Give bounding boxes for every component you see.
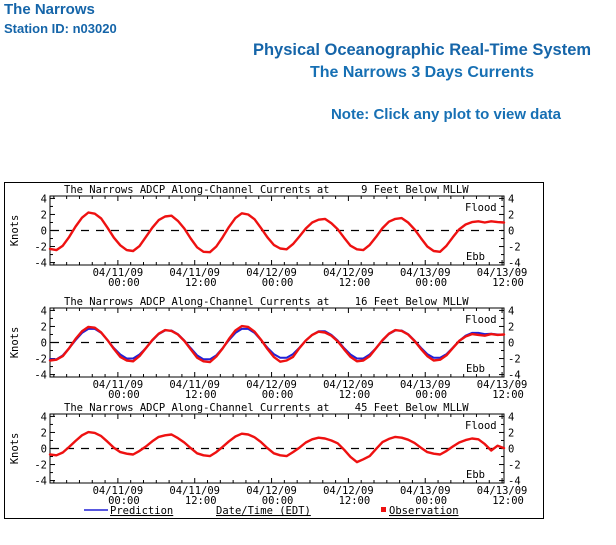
y-tick-label: -4 xyxy=(508,476,521,488)
x-time-label: 12:00 xyxy=(339,277,371,289)
x-time-label: 12:00 xyxy=(492,495,524,507)
y-tick-label: -2 xyxy=(508,354,521,366)
legend-prediction-label: Prediction xyxy=(110,505,173,517)
x-date-label: 04/12/09 xyxy=(323,267,374,279)
currents-figure: The Narrows ADCP Along-Channel Currents … xyxy=(4,182,544,519)
y-tick-label: 2 xyxy=(508,321,514,333)
y-tick-label: 2 xyxy=(41,321,47,333)
y-tick-label: 4 xyxy=(508,411,514,423)
station-id: Station ID: n03020 xyxy=(4,21,117,36)
plot-16ft-link[interactable] xyxy=(54,308,508,377)
x-time-label: 12:00 xyxy=(339,495,371,507)
y-tick-label: 2 xyxy=(41,427,47,439)
station-name: The Narrows xyxy=(4,1,95,18)
prediction-series xyxy=(49,327,505,361)
x-date-label: 04/13/09 xyxy=(400,267,451,279)
y-tick-label: 0 xyxy=(508,226,514,238)
x-time-label: 00:00 xyxy=(262,495,294,507)
flood-label: Flood xyxy=(465,420,497,432)
legend-axis-label: Date/Time (EDT) xyxy=(216,505,311,517)
ebb-label: Ebb xyxy=(466,469,485,481)
x-time-label: 12:00 xyxy=(492,389,524,401)
y-axis-label: Knots xyxy=(9,215,21,247)
y-tick-label: 0 xyxy=(41,444,47,456)
y-tick-label: -4 xyxy=(508,258,521,270)
y-tick-label: -2 xyxy=(508,460,521,472)
y-tick-label: 4 xyxy=(508,193,514,205)
ports-title: Physical Oceanographic Real-Time System xyxy=(252,41,592,59)
x-time-label: 00:00 xyxy=(108,277,140,289)
x-date-label: 04/11/09 xyxy=(93,267,144,279)
x-date-label: 04/13/09 xyxy=(477,267,528,279)
plot-45ft-link[interactable] xyxy=(54,414,508,483)
y-tick-label: 2 xyxy=(508,427,514,439)
ebb-label: Ebb xyxy=(466,363,485,375)
x-time-label: 00:00 xyxy=(108,389,140,401)
y-tick-label: -2 xyxy=(34,460,47,472)
x-time-label: 12:00 xyxy=(185,389,217,401)
x-time-label: 12:00 xyxy=(185,277,217,289)
y-tick-label: -2 xyxy=(508,242,521,254)
legend-observation-label: Observation xyxy=(389,505,459,517)
y-tick-label: 4 xyxy=(41,193,47,205)
y-tick-label: -2 xyxy=(34,354,47,366)
y-tick-label: 2 xyxy=(41,209,47,221)
x-time-label: 00:00 xyxy=(415,277,447,289)
x-time-label: 00:00 xyxy=(262,277,294,289)
x-time-label: 12:00 xyxy=(339,389,371,401)
x-time-label: 00:00 xyxy=(262,389,294,401)
x-date-label: 04/12/09 xyxy=(323,485,374,497)
plot-title: The Narrows ADCP Along-Channel Currents … xyxy=(64,402,469,414)
plot-9ft-link[interactable] xyxy=(54,196,508,265)
observation-series xyxy=(48,211,506,254)
y-tick-label: -4 xyxy=(508,370,521,382)
x-time-label: 00:00 xyxy=(108,495,140,507)
flood-label: Flood xyxy=(465,314,497,326)
x-date-label: 04/13/09 xyxy=(477,379,528,391)
y-tick-label: -4 xyxy=(34,258,47,270)
x-date-label: 04/13/09 xyxy=(400,379,451,391)
x-date-label: 04/13/09 xyxy=(477,485,528,497)
y-tick-label: -2 xyxy=(34,242,47,254)
x-date-label: 04/11/09 xyxy=(169,485,220,497)
x-date-label: 04/12/09 xyxy=(246,379,297,391)
y-tick-label: 4 xyxy=(41,411,47,423)
x-time-label: 12:00 xyxy=(492,277,524,289)
y-tick-label: 0 xyxy=(41,226,47,238)
y-tick-label: 0 xyxy=(41,338,47,350)
y-tick-label: -4 xyxy=(34,370,47,382)
currents-plots-svg: The Narrows ADCP Along-Channel Currents … xyxy=(9,184,528,517)
click-note: Note: Click any plot to view data xyxy=(330,106,562,123)
plot-title: The Narrows ADCP Along-Channel Currents … xyxy=(64,184,469,196)
x-date-label: 04/13/09 xyxy=(400,485,451,497)
y-tick-label: -4 xyxy=(34,476,47,488)
x-time-label: 12:00 xyxy=(185,495,217,507)
observation-series xyxy=(48,430,506,464)
page-title: The Narrows 3 Days Currents xyxy=(309,64,535,81)
flood-label: Flood xyxy=(465,202,497,214)
y-tick-label: 4 xyxy=(508,305,514,317)
x-date-label: 04/12/09 xyxy=(246,267,297,279)
y-tick-label: 4 xyxy=(41,305,47,317)
y-tick-label: 0 xyxy=(508,444,514,456)
x-date-label: 04/11/09 xyxy=(169,267,220,279)
y-axis-label: Knots xyxy=(9,433,21,465)
ebb-label: Ebb xyxy=(466,251,485,263)
y-axis-label: Knots xyxy=(9,327,21,359)
y-tick-label: 0 xyxy=(508,338,514,350)
x-date-label: 04/12/09 xyxy=(246,485,297,497)
x-time-label: 00:00 xyxy=(415,495,447,507)
x-date-label: 04/11/09 xyxy=(169,379,220,391)
x-time-label: 00:00 xyxy=(415,389,447,401)
x-date-label: 04/11/09 xyxy=(93,485,144,497)
legend-observation-marker xyxy=(381,507,386,512)
plot-title: The Narrows ADCP Along-Channel Currents … xyxy=(64,296,469,308)
x-date-label: 04/11/09 xyxy=(93,379,144,391)
x-date-label: 04/12/09 xyxy=(323,379,374,391)
y-tick-label: 2 xyxy=(508,209,514,221)
observation-series xyxy=(48,324,506,364)
